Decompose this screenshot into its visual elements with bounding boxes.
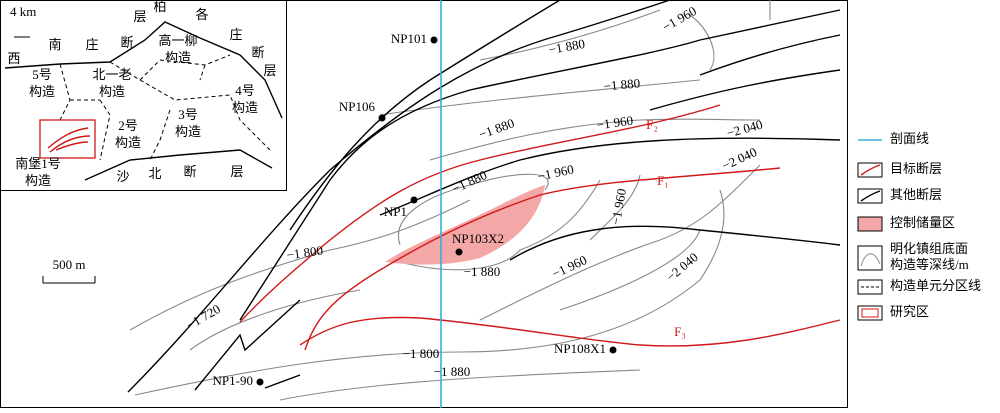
- unit-label: 南堡1号: [15, 156, 61, 171]
- fault-f3: [299, 316, 841, 347]
- legend-label: 其他断层: [890, 187, 942, 202]
- inset-fault-label: 南: [48, 37, 61, 52]
- inset-fault-label: 断: [120, 35, 133, 50]
- legend-symbol: [860, 190, 881, 202]
- inset-fault-label: 层: [263, 63, 276, 78]
- legend-label: 明化镇组底面: [890, 241, 968, 256]
- well-label: NP103X2: [452, 231, 504, 246]
- inset-fault-label: 层: [133, 9, 146, 24]
- well: [410, 196, 418, 204]
- inset-fault-label: 各: [195, 7, 208, 22]
- contour-label: −2 040: [663, 249, 701, 284]
- legend-symbol: [857, 279, 883, 295]
- legend-symbol: [857, 188, 883, 204]
- unit-label: 北一老: [92, 67, 131, 82]
- unit-label: 构造: [232, 100, 258, 115]
- well: [455, 248, 463, 256]
- unit-label: 2号: [118, 118, 138, 133]
- unit-label: 构造: [115, 135, 141, 150]
- other-faults: [127, 0, 841, 393]
- unit-label: 构造: [99, 84, 125, 99]
- inset-fault-label: 断: [251, 45, 264, 60]
- contour-label: −1 960: [536, 161, 575, 183]
- legend-symbol: [860, 253, 881, 267]
- fault-f1: [304, 167, 781, 351]
- fault-label: F₂: [646, 117, 658, 132]
- well: [378, 114, 386, 122]
- inset-scale: 4 km: [10, 4, 36, 19]
- contour-label: −1 880: [603, 75, 641, 93]
- contour-label: −1 720: [184, 301, 223, 332]
- well: [609, 346, 617, 354]
- contour-label: −1 880: [464, 264, 501, 279]
- inset-fault-label: 北: [148, 166, 161, 181]
- contour-label: −1 800: [403, 346, 440, 361]
- legend-label: 构造单元分区线: [890, 278, 981, 293]
- contour-label: −1 960: [660, 3, 699, 34]
- legend-label: 目标断层: [890, 161, 942, 176]
- inset: [0, 0, 287, 191]
- contour-label: −1 960: [608, 187, 629, 226]
- well-label: NP108X1: [554, 341, 606, 356]
- unit-label: 高一柳: [158, 33, 197, 48]
- unit-label: 5号: [32, 67, 52, 82]
- legend-label: 剖面线: [890, 131, 929, 146]
- well-label: NP106: [339, 99, 376, 114]
- fault-f2: [239, 104, 721, 323]
- well: [256, 378, 264, 386]
- scale-label: 500 m: [53, 257, 86, 272]
- contour-label: −1 880: [477, 115, 517, 142]
- well-label: NP101: [391, 31, 427, 46]
- legend-label: 控制储量区: [890, 215, 955, 230]
- well-label: NP1-90: [213, 373, 253, 388]
- unit-label: 构造: [175, 124, 201, 139]
- unit-label: 构造: [29, 84, 55, 99]
- legend-label: 构造等深线/m: [890, 257, 969, 272]
- legend-label: 研究区: [890, 304, 929, 319]
- legend-symbol: [857, 305, 883, 321]
- legend-symbol: [861, 308, 879, 318]
- fault-label: F₃: [674, 324, 686, 339]
- inset-fault-label: 西: [7, 51, 20, 66]
- contour-label: −2 040: [720, 144, 760, 173]
- inset-fault-label: 庄: [229, 27, 242, 42]
- legend-symbol: [857, 162, 883, 178]
- inset-fault-label: 沙: [116, 169, 129, 184]
- inset-fault-label: 庄: [85, 37, 98, 52]
- contour-label: −1 880: [547, 36, 586, 57]
- legend-symbol: [857, 245, 883, 271]
- well-label: NP1: [384, 204, 407, 219]
- contour-label: −1 960: [596, 113, 634, 133]
- unit-label: 4号: [235, 83, 255, 98]
- inset-fault-label: 断: [183, 164, 196, 179]
- legend-symbol: [860, 164, 881, 176]
- unit-label: 构造: [165, 50, 191, 65]
- inset-fault-label: 柏: [153, 0, 166, 14]
- inset-fault-label: 层: [230, 164, 243, 179]
- contours: [129, 0, 771, 401]
- contour-label: −1 800: [286, 243, 324, 263]
- unit-label: 构造: [25, 173, 51, 188]
- well: [430, 36, 438, 44]
- unit-label: 3号: [178, 107, 198, 122]
- contour-label: −1 880: [434, 364, 471, 379]
- contour-label: −1 880: [450, 167, 490, 196]
- fault-label: F₁: [657, 173, 669, 188]
- legend-symbol: [857, 216, 883, 232]
